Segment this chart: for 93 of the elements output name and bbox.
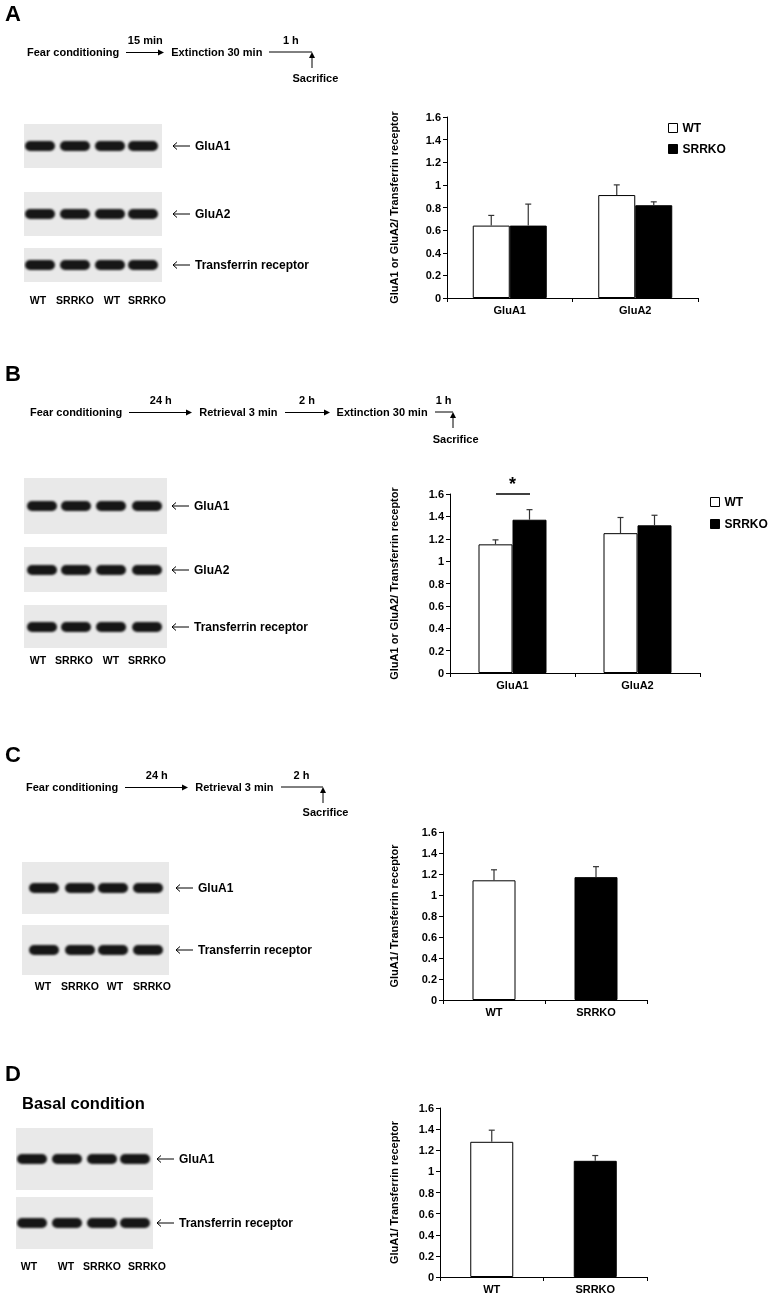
y-tick-label: 0.2 <box>421 973 437 985</box>
y-tick-label: 0.2 <box>418 1249 434 1262</box>
text: 1 h <box>435 394 452 407</box>
y-tick-label: 1.2 <box>418 1144 434 1157</box>
text: 15 min <box>127 34 163 47</box>
text: GluA2 <box>194 562 230 577</box>
y-tick-label: 1.4 <box>421 847 438 859</box>
y-tick-label: 0.2 <box>428 644 444 657</box>
legend-label: WT <box>724 495 744 509</box>
text: Transferrin receptor <box>194 619 309 634</box>
text: Fear conditioning <box>26 780 119 794</box>
y-tick-label: 0.4 <box>421 952 438 964</box>
y-tick-label: 1.2 <box>428 532 444 545</box>
y-tick-label: 0.8 <box>418 1186 434 1199</box>
y-tick-label: 1 <box>430 889 437 901</box>
text: SRRKO <box>83 1260 121 1273</box>
y-tick-label: 1.6 <box>425 111 441 123</box>
y-tick-label: 1.6 <box>421 826 437 838</box>
y-tick-label: 0 <box>427 1271 434 1283</box>
text: SRRKO <box>128 1260 166 1273</box>
text: SRRKO <box>128 294 166 307</box>
text: Basal condition <box>22 1093 145 1113</box>
y-tick-label: 1.4 <box>418 1123 435 1136</box>
text: WT <box>102 654 120 667</box>
text: Transferrin receptor <box>198 943 313 957</box>
y-axis-title: GluA1 or GluA2/ Transferrin receptor <box>387 486 400 680</box>
text: WT <box>34 980 52 993</box>
text: SRRKO <box>61 980 99 993</box>
text: 24 h <box>149 394 172 407</box>
y-tick-label: 0.2 <box>425 269 441 282</box>
y-tick-label: 0.4 <box>428 622 445 635</box>
y-tick-label: 0.6 <box>425 224 441 237</box>
text: 1 h <box>282 34 299 47</box>
legend-label: SRRKO <box>682 142 726 156</box>
text: Extinction 30 min <box>336 405 428 419</box>
text: 2 h <box>299 394 315 407</box>
legend-label: WT <box>682 121 702 135</box>
y-tick-label: 1 <box>434 178 441 191</box>
y-tick-label: 1.4 <box>428 510 445 523</box>
y-tick-label: 0.4 <box>425 246 442 259</box>
text: GluA1 <box>198 881 234 895</box>
text: WT <box>20 1260 38 1273</box>
text: WT <box>29 654 47 667</box>
text: Retrieval 3 min <box>199 405 278 419</box>
text: Extinction 30 min <box>171 45 263 59</box>
y-axis-title: GluA1 or GluA2/ Transferrin receptor <box>387 110 400 304</box>
legend-label: SRRKO <box>724 517 768 531</box>
y-axis-title: GluA1/ Transferrin receptor <box>387 843 400 988</box>
text: GluA1 <box>195 139 231 153</box>
y-tick-label: 0.6 <box>421 931 437 943</box>
y-tick-label: 0.8 <box>421 910 437 922</box>
text: SRRKO <box>133 980 171 993</box>
text: WT <box>29 294 47 307</box>
y-tick-label: 1.4 <box>425 133 442 146</box>
y-tick-label: 0.6 <box>418 1207 434 1220</box>
text: A <box>5 1 21 26</box>
y-tick-label: 0 <box>434 292 441 304</box>
y-tick-label: 1.6 <box>418 1102 434 1114</box>
text: B <box>5 361 21 386</box>
text: Transferrin receptor <box>179 1216 294 1230</box>
text: GluA1 <box>179 1152 215 1166</box>
y-tick-label: 0.4 <box>418 1228 435 1241</box>
text: SRRKO <box>56 294 94 307</box>
y-tick-label: 1 <box>437 555 444 568</box>
text: Fear conditioning <box>30 405 123 419</box>
y-tick-label: 0.8 <box>425 201 441 214</box>
y-axis-title: GluA1/ Transferrin receptor <box>387 1120 400 1265</box>
text: SRRKO <box>128 654 166 667</box>
y-tick-label: 1.2 <box>421 868 437 880</box>
y-tick-label: 0.8 <box>428 577 444 590</box>
y-tick-label: 0 <box>437 667 444 679</box>
y-tick-label: 1 <box>427 1165 434 1178</box>
text: SRRKO <box>55 654 93 667</box>
text: 24 h <box>145 769 168 782</box>
text: WT <box>106 980 124 993</box>
text: D <box>5 1061 21 1086</box>
text: 2 h <box>293 769 310 782</box>
text: WT <box>57 1260 75 1273</box>
y-tick-label: 0.6 <box>428 599 444 612</box>
text: WT <box>103 294 121 307</box>
text: Fear conditioning <box>27 45 120 59</box>
y-tick-label: 0 <box>430 994 437 1006</box>
y-tick-label: 1.6 <box>428 488 444 500</box>
text: Sacrifice <box>302 806 349 819</box>
y-tick-label: 1.2 <box>425 156 441 169</box>
text: Sacrifice <box>432 433 479 446</box>
text: C <box>5 742 21 767</box>
text: Transferrin receptor <box>195 258 310 272</box>
text: Sacrifice <box>292 72 339 85</box>
text: GluA2 <box>195 207 231 221</box>
text: Retrieval 3 min <box>195 780 274 794</box>
text: GluA1 <box>194 499 230 513</box>
text: * <box>508 474 517 494</box>
